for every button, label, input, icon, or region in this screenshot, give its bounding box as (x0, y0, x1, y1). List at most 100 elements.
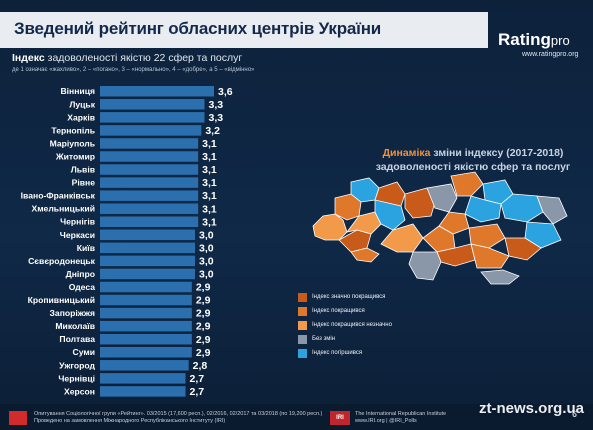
bar (100, 190, 199, 201)
value-label: 3,6 (218, 86, 233, 98)
chart-subtitle: Індекс задоволеності якістю 22 сфер та п… (12, 52, 242, 64)
value-label: 2,9 (196, 295, 211, 307)
category-label: Херсон (64, 386, 95, 396)
category-label: Київ (77, 243, 95, 253)
value-label: 3,1 (202, 177, 217, 189)
value-label: 3,3 (209, 99, 224, 111)
category-label: Луцьк (69, 99, 95, 109)
category-label: Ужгород (59, 360, 95, 370)
region-cherkasy (438, 211, 470, 235)
category-label: Черкаси (60, 230, 95, 240)
map-title-lead: Динаміка (382, 147, 431, 159)
category-label: Сєвєродонецьк (28, 256, 96, 266)
legend-label: Індекс покращився незначно (312, 322, 392, 328)
category-label: Житомир (55, 151, 95, 161)
page-number: 6 (572, 409, 578, 419)
value-label: 2,8 (193, 360, 208, 372)
bar (100, 255, 195, 267)
bar (100, 86, 214, 97)
region-ivano-frankivsk (338, 229, 372, 253)
footer-line2: Проведено на замовлення Міжнародного Рес… (34, 418, 226, 424)
region-chernihiv (450, 171, 484, 197)
iri-credit: The International Republican Institute w… (355, 411, 446, 425)
legend-swatch (298, 321, 307, 330)
value-label: 3,0 (199, 255, 214, 267)
bar (100, 347, 192, 358)
value-label: 2,9 (196, 308, 211, 320)
legend-label: Індекс значно покращився (312, 294, 386, 300)
category-label: Дніпро (66, 269, 95, 279)
bar (100, 373, 186, 384)
value-label: 3,0 (199, 229, 214, 241)
page-title: Зведений рейтинг обласних центрів Україн… (14, 19, 382, 38)
value-label: 2,9 (196, 347, 211, 359)
category-label: Вінниця (60, 86, 95, 96)
logo-main: Rating (498, 30, 551, 49)
bar (100, 99, 205, 110)
category-label: Харків (67, 112, 95, 122)
legend-label: Індекс покращився (312, 308, 365, 314)
category-label: Одеса (69, 282, 95, 292)
value-label: 3,1 (202, 216, 217, 228)
bar (100, 125, 202, 136)
value-label: 3,1 (202, 138, 217, 150)
bar (100, 164, 199, 175)
region-kirovohrad (422, 225, 456, 253)
bar (100, 229, 195, 241)
footer (0, 404, 593, 430)
value-label: 3,3 (209, 112, 224, 124)
logo-sub: pro (550, 33, 570, 48)
bar (100, 203, 199, 214)
bar (100, 268, 195, 280)
value-label: 3,2 (205, 125, 220, 137)
bar (100, 386, 186, 397)
category-label: Миколаїв (55, 321, 95, 331)
map-title-rest: зміни індексу (2017-2018) (430, 147, 564, 159)
value-label: 3,1 (202, 190, 217, 202)
bar (100, 333, 192, 345)
bar (100, 294, 192, 306)
category-label: Чернівці (58, 373, 95, 383)
region-dnipro (468, 223, 506, 249)
legend-swatch (298, 349, 307, 358)
bar (100, 281, 192, 293)
region-vinnytsia (380, 223, 424, 253)
category-label: Чернігів (60, 217, 95, 227)
value-label: 3,1 (202, 203, 217, 215)
scale-note: де 1 означає «жахливо», 2 – «погано», 3 … (12, 67, 255, 73)
bar (100, 307, 192, 319)
bar (100, 242, 195, 254)
subtitle-rest: задоволеності якістю 22 сфер та послуг (44, 52, 243, 64)
value-label: 2,9 (196, 282, 211, 294)
value-label: 2,9 (196, 334, 211, 346)
ukraine-map (312, 171, 568, 285)
title-band (0, 12, 488, 48)
category-label: Івано-Франківськ (21, 191, 96, 201)
bar (100, 360, 189, 371)
value-label: 3,1 (202, 151, 217, 163)
category-label: Кропивницький (28, 295, 95, 305)
region-chernivtsi (350, 247, 380, 263)
footer-line1: Опитування Соціологічної групи «Рейтинг»… (34, 411, 323, 417)
category-label: Полтава (59, 334, 95, 344)
category-label: Тернопіль (51, 125, 95, 135)
ratingpro-logo: Ratingpro (498, 30, 570, 50)
iri-line1: The International Republican Institute (355, 411, 447, 417)
region-crimea (480, 269, 520, 285)
bar (100, 112, 205, 123)
legend-swatch (298, 307, 307, 316)
bar (100, 138, 199, 149)
region-odesa (408, 251, 442, 281)
category-label: Суми (72, 347, 95, 357)
category-label: Хмельницький (31, 204, 95, 214)
bar (100, 320, 192, 332)
region-donetsk (524, 221, 562, 249)
value-label: 3,0 (199, 242, 214, 254)
bar (100, 216, 199, 227)
value-label: 2,7 (190, 373, 205, 385)
bar (100, 151, 199, 162)
bar-chart: Вінниця 3,6 Луцьк 3,3 Харків 3,3 Тернопіль 3,2 М… (21, 86, 233, 398)
legend-swatch (298, 335, 307, 344)
rating-group-logo (9, 411, 27, 425)
logo-url: www.ratingpro.org (522, 51, 579, 58)
